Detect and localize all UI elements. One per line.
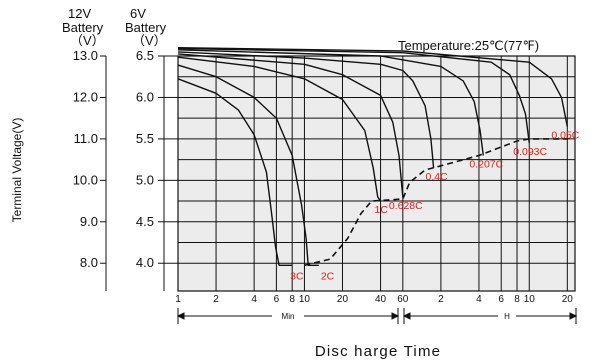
y-tick-label-6v: 6.0 [136,89,154,104]
x-tick-label: 40 [375,294,387,305]
y-tick-label-12v: 11.0 [74,131,98,146]
curve-0_093C [177,47,530,144]
x-tick-label: 20 [337,294,349,305]
curve-label-0_4C: 0.4C [426,171,449,183]
x-tick-label: 6 [274,294,280,305]
x-tick-label: 4 [476,294,482,305]
h-unit-bracket [402,308,578,324]
x-tick-label: 20 [562,294,574,305]
x-axis-title: Disc harge Time [315,343,441,360]
curve-2C [177,64,319,266]
curve-label-2C: 2C [321,270,335,282]
curve-label-0_05C: 0.05C [551,129,579,141]
y-tick-label-6v: 5.5 [136,131,154,146]
y-tick-label-6v: 4.0 [136,255,154,270]
discharge-curves [177,47,568,266]
y-tick-labels: 13.0 6.5 12.0 6.0 11.0 5.5 10.0 5.0 9.0 4.5 8.0 4.0 [73,48,178,270]
curve-label-0_207C: 0.207C [469,158,503,170]
axis12-header-line3: （V） [70,33,105,48]
x-tick-label: 10 [299,294,311,305]
curve-label-1C: 1C [375,204,389,216]
y-tick-label-12v: 13.0 [73,48,98,63]
x-tick-labels: 1 2 4 6 8 10 20 40 60 2 4 6 8 10 20 [175,294,573,305]
y-tick-label-12v: 9.0 [80,214,98,229]
y-tick-label-6v: 6.5 [136,48,154,63]
y-tick-label-12v: 8.0 [80,255,98,270]
axis6-header-line1: 6V [130,6,146,21]
curve-label-3C: 3C [290,270,304,282]
x-tick-label: 4 [251,294,257,305]
x-tick-label: 2 [213,294,219,305]
curve-label-0_093C: 0.093C [513,146,547,158]
axis6-header-line3: （V） [132,33,167,48]
curve-0_05C [177,47,568,127]
min-unit-label: Min [282,312,295,321]
curve-0_207C [177,49,484,156]
end-voltage-dashed-line [304,138,568,267]
y-tick-label-12v: 10.0 [73,172,98,187]
curve-1C [177,56,382,202]
x-tick-label: 60 [397,294,409,305]
curve-label-0_628C: 0.628C [389,200,423,212]
curve-0_4C [177,51,435,168]
curve-labels: 3C 2C 1C 0.628C 0.4C 0.207C 0.093C 0.05C [290,129,580,282]
y-tick-label-6v: 5.0 [136,172,154,187]
y-tick-label-6v: 4.5 [136,214,154,229]
axis6-header-line2: Battery [125,20,167,35]
curve-0_628C [177,53,404,197]
axis12-header-line1: 12V [68,6,91,21]
x-tick-label: 1 [175,294,181,305]
x-tick-label: 10 [524,294,536,305]
x-tick-label: 2 [438,294,444,305]
y-tick-label-12v: 12.0 [73,89,98,104]
x-tick-label: 6 [498,294,504,305]
y-axis-title: Terminal Voltage(V) [10,118,24,223]
x-tick-label: 8 [514,294,520,305]
plot-background [178,56,575,291]
min-unit-bracket [176,308,400,324]
h-unit-label: H [504,312,510,321]
curve-3C [177,78,293,266]
temperature-note: Temperature:25℃(77℉) [398,38,539,53]
x-tick-label: 8 [289,294,295,305]
axis12-header-line2: Battery [62,20,104,35]
